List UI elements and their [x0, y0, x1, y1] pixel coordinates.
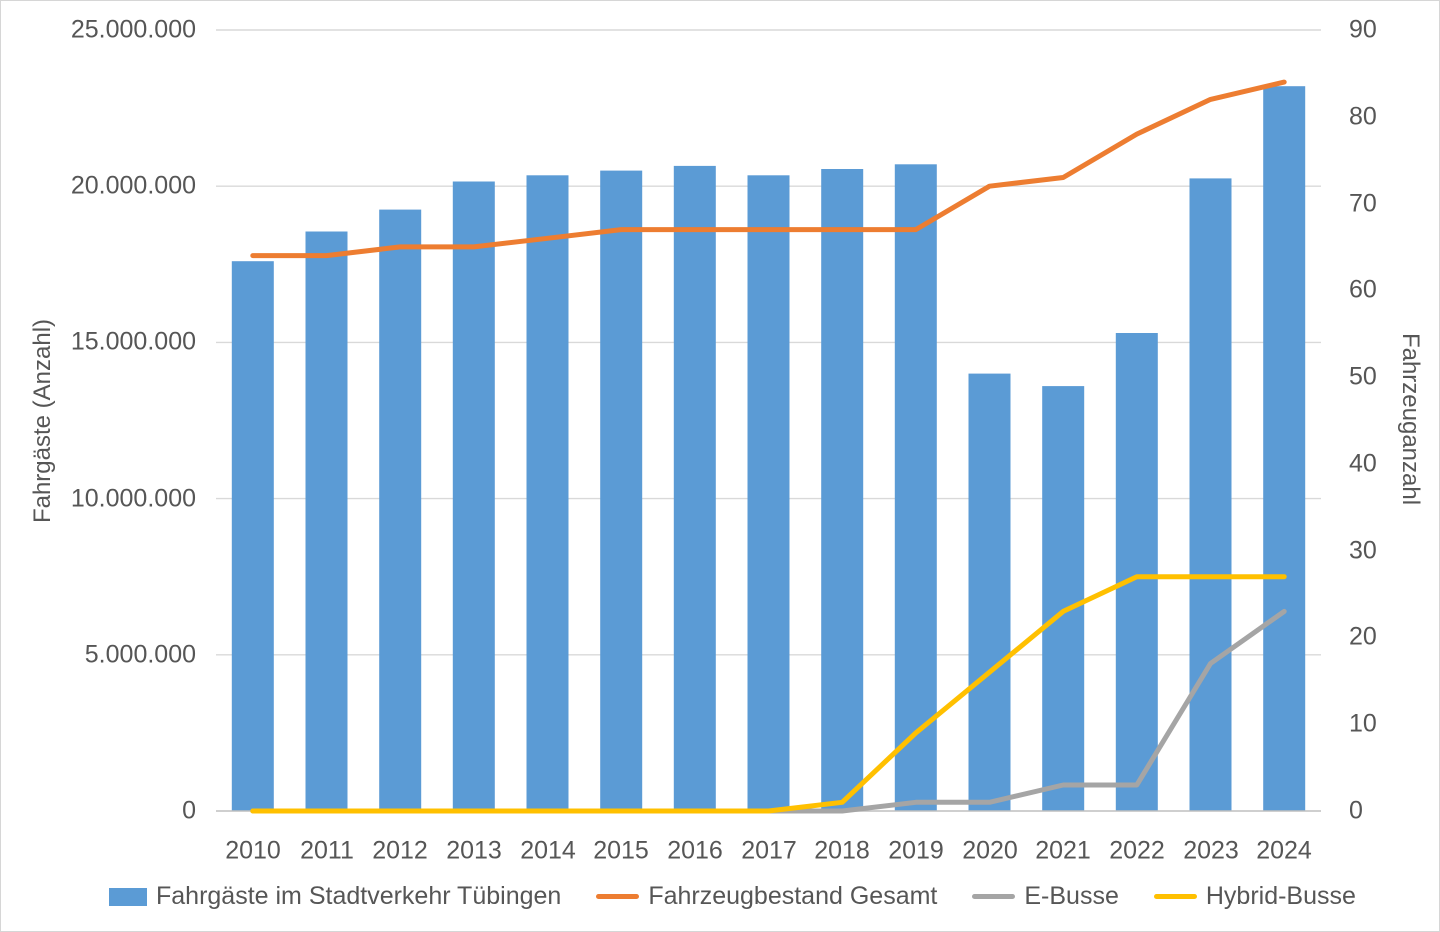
bar-2024 — [1263, 86, 1306, 811]
right-tick-label: 80 — [1349, 102, 1377, 131]
x-tick-label: 2015 — [593, 836, 649, 865]
x-tick-label: 2011 — [300, 836, 354, 865]
left-tick-label: 0 — [182, 796, 196, 825]
legend-label: Fahrzeugbestand Gesamt — [648, 882, 938, 910]
bar-2011 — [305, 231, 348, 811]
legend-swatch-line — [1153, 894, 1197, 899]
x-tick-label: 2014 — [520, 836, 576, 865]
right-tick-label: 0 — [1349, 796, 1363, 825]
x-tick-label: 2024 — [1256, 836, 1312, 865]
bar-2019 — [894, 164, 937, 812]
line-hybrid-busse — [250, 574, 1287, 814]
legend-label: Fahrgäste im Stadtverkehr Tübingen — [156, 882, 562, 910]
right-tick-label: 30 — [1349, 536, 1377, 565]
legend-swatch-line — [596, 894, 640, 899]
x-tick-label: 2013 — [446, 836, 502, 865]
right-tick-label: 70 — [1349, 189, 1377, 218]
x-tick-label: 2018 — [814, 836, 870, 865]
right-tick-label: 90 — [1349, 15, 1377, 44]
legend-swatch-line — [972, 894, 1016, 899]
bar-2017 — [747, 175, 790, 812]
bar-2022 — [1115, 333, 1158, 811]
x-tick-label: 2022 — [1109, 836, 1165, 865]
right-tick-label: 20 — [1349, 622, 1377, 651]
bar-2012 — [379, 209, 422, 812]
bar-2013 — [452, 181, 495, 811]
bar-2023 — [1189, 178, 1232, 811]
legend-item: Fahrzeugbestand Gesamt — [596, 882, 937, 911]
legend-label: Hybrid-Busse — [1205, 882, 1356, 910]
bar-2020 — [968, 373, 1011, 811]
legend-swatch-bar — [109, 887, 147, 906]
right-tick-label: 60 — [1349, 275, 1377, 304]
legend-item: Hybrid-Busse — [1153, 882, 1356, 911]
bar-2010 — [231, 261, 274, 811]
right-tick-label: 40 — [1349, 449, 1377, 478]
bar-2018 — [821, 169, 864, 811]
line-fahrzeugbestand-gesamt — [250, 79, 1287, 259]
left-tick-label: 25.000.000 — [70, 15, 196, 44]
bar-2016 — [673, 165, 716, 811]
right-tick-label: 50 — [1349, 362, 1377, 391]
bar-2014 — [526, 175, 569, 812]
x-tick-label: 2023 — [1183, 836, 1239, 865]
left-tick-label: 10.000.000 — [70, 484, 196, 513]
bar-2015 — [600, 170, 643, 812]
legend-label: E-Busse — [1024, 882, 1119, 910]
left-tick-label: 5.000.000 — [84, 640, 196, 669]
x-tick-label: 2021 — [1035, 836, 1091, 865]
right-axis-title: Fahrzeuganzahl — [1397, 332, 1424, 506]
x-tick-label: 2012 — [372, 836, 428, 865]
legend-item: Fahrgäste im Stadtverkehr Tübingen — [109, 882, 561, 911]
legend-item: E-Busse — [972, 882, 1119, 911]
left-tick-label: 15.000.000 — [70, 327, 196, 356]
x-tick-label: 2020 — [962, 836, 1018, 865]
x-tick-label: 2016 — [667, 836, 723, 865]
left-tick-label: 20.000.000 — [70, 171, 196, 200]
legend: Fahrgäste im Stadtverkehr Tübingen Fahrze… — [109, 882, 1356, 911]
x-tick-label: 2010 — [225, 836, 281, 865]
left-axis-title: Fahrgäste (Anzahl) — [29, 318, 56, 524]
x-tick-label: 2017 — [741, 836, 797, 865]
right-tick-label: 10 — [1349, 709, 1377, 738]
bar-2021 — [1042, 386, 1085, 811]
x-tick-label: 2019 — [888, 836, 944, 865]
